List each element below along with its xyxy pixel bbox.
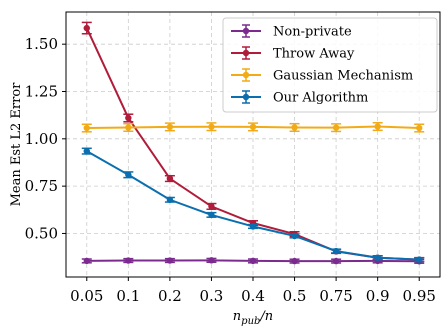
data-point: [83, 147, 90, 155]
y-axis-label: Mean Est L2 Error: [9, 82, 24, 207]
data-point: [166, 123, 174, 131]
data-point: [125, 124, 132, 131]
ticks: 0.05 0.1 0.2 0.3 0.4 0.5 0.75 0.9 0.95 0.50 0.75 1.…: [25, 35, 436, 305]
legend-swatch-marker: [242, 93, 250, 101]
x-axis-label: npub/n: [233, 309, 273, 326]
x-tick-label: 0.3: [200, 287, 224, 305]
data-point: [125, 171, 132, 178]
data-point: [166, 257, 174, 264]
y-tick-label: 0.50: [25, 224, 58, 242]
data-point: [374, 123, 381, 130]
series-non-private: [81, 257, 425, 265]
legend: Non-private Throw Away Gaussian Mechanism O…: [222, 17, 438, 113]
data-point: [125, 257, 132, 264]
legend-swatch-marker: [242, 71, 250, 79]
legend-label: Gaussian Mechanism: [273, 69, 413, 84]
legend-swatch-marker: [242, 27, 250, 35]
series-our-algorithm: [81, 147, 425, 263]
y-tick-label: 1.00: [25, 130, 58, 148]
y-tick-label: 1.50: [25, 35, 58, 53]
legend-swatch-marker: [242, 49, 250, 57]
legend-label: Non-private: [273, 25, 352, 40]
legend-label: Throw Away: [273, 47, 355, 62]
data-point: [208, 123, 215, 130]
x-tick-label: 0.05: [70, 287, 103, 305]
data-point: [83, 257, 90, 265]
series-gaussian-mechanism: [81, 121, 425, 133]
data-point: [208, 257, 215, 264]
x-tick-label: 0.95: [403, 287, 436, 305]
x-tick-label: 0.2: [158, 287, 182, 305]
legend-entry: Our Algorithm: [231, 90, 368, 106]
data-point: [83, 124, 90, 132]
x-tick-label: 0.4: [241, 287, 265, 305]
data-point: [249, 223, 257, 230]
data-point: [291, 232, 298, 240]
data-point: [166, 175, 174, 182]
series-layer: [81, 21, 425, 265]
x-tick-label: 0.9: [366, 287, 390, 305]
data-point: [291, 124, 298, 131]
data-point: [416, 256, 423, 263]
data-point: [208, 203, 215, 210]
legend-box: [222, 17, 438, 113]
x-tick-label: 0.75: [319, 287, 352, 305]
legend-entry: Non-private: [231, 24, 352, 40]
data-point: [332, 124, 340, 131]
data-point: [166, 196, 174, 203]
data-point: [125, 114, 132, 122]
data-point: [374, 254, 381, 261]
data-point: [416, 124, 423, 132]
data-point: [332, 257, 340, 265]
legend-label: Our Algorithm: [273, 91, 368, 106]
legend-entry: Throw Away: [231, 46, 355, 62]
x-tick-label: 0.5: [283, 287, 307, 305]
legend-entry: Gaussian Mechanism: [231, 68, 413, 84]
y-tick-label: 0.75: [25, 177, 58, 195]
y-tick-label: 1.25: [25, 83, 58, 101]
data-point: [208, 211, 215, 219]
x-tick-label: 0.1: [116, 287, 140, 305]
data-point: [249, 123, 257, 131]
data-point: [83, 24, 90, 32]
data-point: [332, 247, 340, 255]
data-point: [291, 257, 298, 265]
data-point: [249, 257, 257, 265]
